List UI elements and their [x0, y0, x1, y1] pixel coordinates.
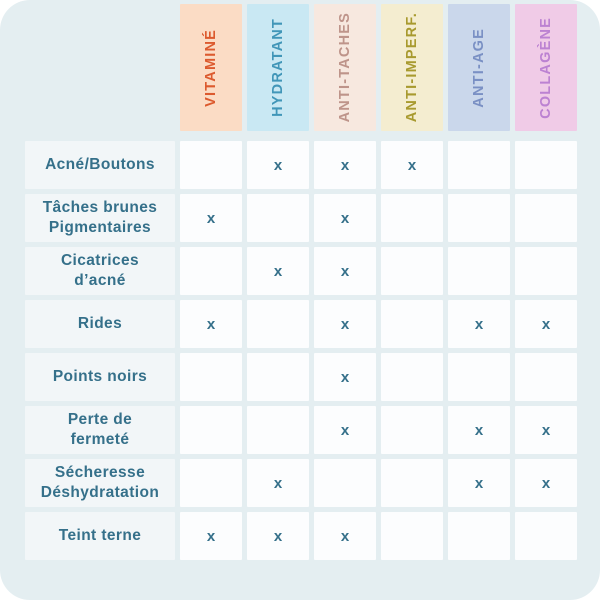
mark-cell-r1-c1 — [247, 194, 309, 242]
mark-cell-r0-c5 — [515, 141, 577, 189]
mark-cell-r4-c4 — [448, 353, 510, 401]
mark-x: x — [273, 156, 283, 174]
mark-x: x — [407, 156, 417, 174]
mark-cell-r3-c5: x — [515, 300, 577, 348]
mark-cell-r3-c1 — [247, 300, 309, 348]
mark-cell-r5-c3 — [381, 406, 443, 454]
mark-cell-r2-c5 — [515, 247, 577, 295]
mark-cell-r0-c1: x — [247, 141, 309, 189]
comparison-table: VITAMINÉ HYDRATANT ANTI-TACHES ANTI-IMPERF.… — [25, 4, 577, 560]
mark-x: x — [541, 421, 551, 439]
mark-cell-r7-c3 — [381, 512, 443, 560]
mark-cell-r4-c1 — [247, 353, 309, 401]
mark-x: x — [273, 474, 283, 492]
column-header-label: VITAMINÉ — [203, 28, 219, 107]
mark-cell-r3-c0: x — [180, 300, 242, 348]
mark-cell-r1-c4 — [448, 194, 510, 242]
mark-cell-r0-c2: x — [314, 141, 376, 189]
mark-cell-r7-c0: x — [180, 512, 242, 560]
mark-cell-r5-c1 — [247, 406, 309, 454]
mark-cell-r6-c3 — [381, 459, 443, 507]
mark-cell-r5-c2: x — [314, 406, 376, 454]
column-header-1: HYDRATANT — [247, 4, 309, 131]
mark-x: x — [541, 474, 551, 492]
row-label: Rides — [25, 300, 175, 348]
row-label: Tâches brunes Pigmentaires — [25, 194, 175, 242]
mark-cell-r5-c4: x — [448, 406, 510, 454]
mark-cell-r3-c4: x — [448, 300, 510, 348]
column-header-2: ANTI-TACHES — [314, 4, 376, 131]
column-header-label: ANTI-IMPERF. — [404, 12, 420, 123]
mark-x: x — [340, 368, 350, 386]
column-header-label: ANTI-AGE — [471, 27, 487, 108]
column-header-0: VITAMINÉ — [180, 4, 242, 131]
mark-cell-r1-c5 — [515, 194, 577, 242]
column-header-label: ANTI-TACHES — [337, 12, 353, 123]
mark-cell-r7-c2: x — [314, 512, 376, 560]
mark-cell-r3-c3 — [381, 300, 443, 348]
row-label: Points noirs — [25, 353, 175, 401]
row-label: Acné/Boutons — [25, 141, 175, 189]
mark-cell-r7-c4 — [448, 512, 510, 560]
mark-cell-r4-c2: x — [314, 353, 376, 401]
column-header-label: HYDRATANT — [270, 18, 286, 117]
mark-x: x — [474, 474, 484, 492]
mark-x: x — [541, 315, 551, 333]
mark-cell-r4-c5 — [515, 353, 577, 401]
mark-cell-r6-c5: x — [515, 459, 577, 507]
mark-cell-r1-c3 — [381, 194, 443, 242]
mark-x: x — [340, 421, 350, 439]
mark-cell-r1-c2: x — [314, 194, 376, 242]
column-header-4: ANTI-AGE — [448, 4, 510, 131]
mark-x: x — [206, 315, 216, 333]
mark-x: x — [474, 421, 484, 439]
mark-cell-r7-c1: x — [247, 512, 309, 560]
mark-cell-r4-c0 — [180, 353, 242, 401]
mark-cell-r7-c5 — [515, 512, 577, 560]
mark-cell-r6-c1: x — [247, 459, 309, 507]
mark-x: x — [340, 262, 350, 280]
mark-cell-r4-c3 — [381, 353, 443, 401]
column-header-label: COLLAGÈNE — [538, 16, 554, 119]
mark-x: x — [206, 527, 216, 545]
mark-cell-r6-c4: x — [448, 459, 510, 507]
mark-cell-r2-c3 — [381, 247, 443, 295]
mark-cell-r3-c2: x — [314, 300, 376, 348]
mark-cell-r0-c0 — [180, 141, 242, 189]
row-label: Cicatrices d’acné — [25, 247, 175, 295]
mark-x: x — [340, 527, 350, 545]
row-label: Perte de fermeté — [25, 406, 175, 454]
row-label: Teint terne — [25, 512, 175, 560]
column-header-5: COLLAGÈNE — [515, 4, 577, 131]
mark-cell-r5-c0 — [180, 406, 242, 454]
mark-x: x — [273, 527, 283, 545]
mark-cell-r2-c4 — [448, 247, 510, 295]
mark-x: x — [340, 209, 350, 227]
mark-cell-r2-c0 — [180, 247, 242, 295]
mark-cell-r5-c5: x — [515, 406, 577, 454]
mark-cell-r2-c2: x — [314, 247, 376, 295]
mark-cell-r1-c0: x — [180, 194, 242, 242]
mark-cell-r6-c2 — [314, 459, 376, 507]
mark-cell-r0-c3: x — [381, 141, 443, 189]
mark-x: x — [340, 156, 350, 174]
mark-x: x — [273, 262, 283, 280]
mark-cell-r2-c1: x — [247, 247, 309, 295]
row-label: Sécheresse Déshydratation — [25, 459, 175, 507]
mark-cell-r0-c4 — [448, 141, 510, 189]
mark-cell-r6-c0 — [180, 459, 242, 507]
table-corner-spacer — [25, 4, 175, 136]
mark-x: x — [206, 209, 216, 227]
mark-x: x — [340, 315, 350, 333]
mark-x: x — [474, 315, 484, 333]
column-header-3: ANTI-IMPERF. — [381, 4, 443, 131]
